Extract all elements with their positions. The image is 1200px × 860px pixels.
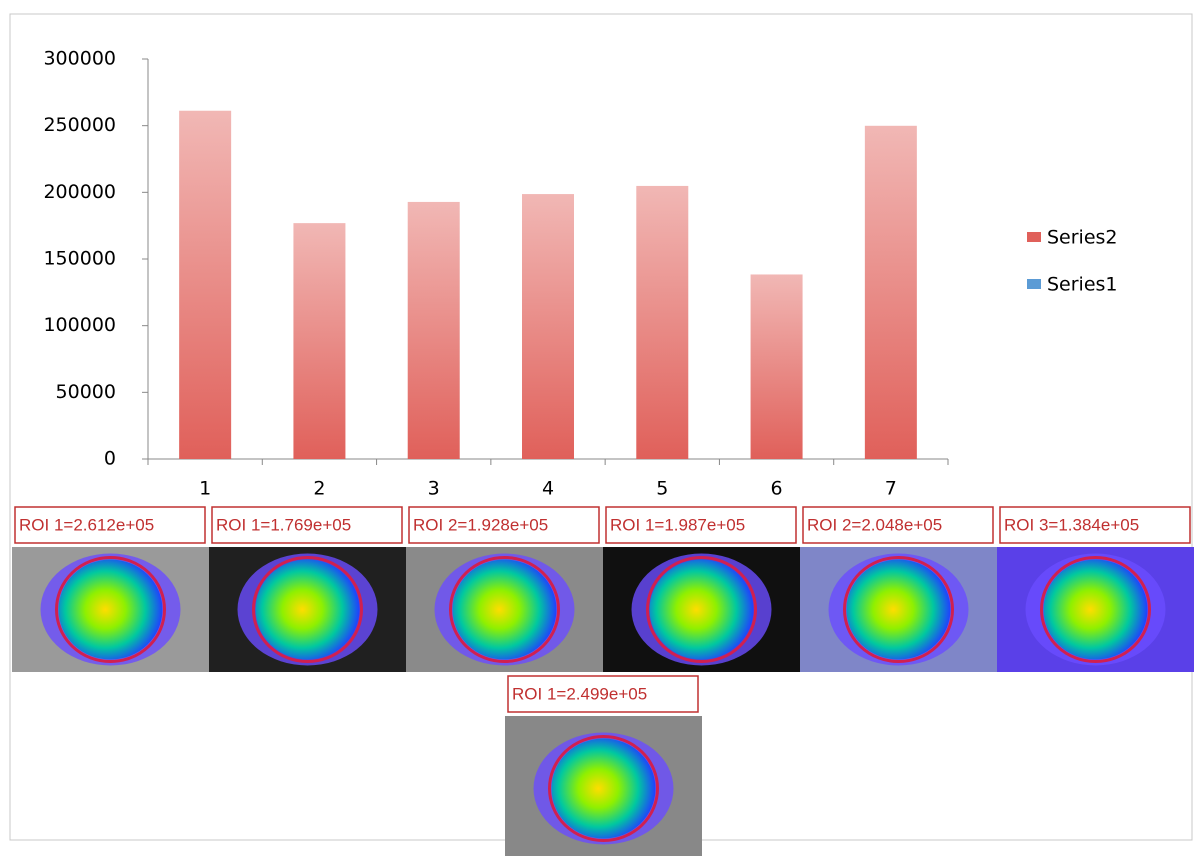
x-tick-label: 5 — [656, 478, 668, 500]
roi-ring — [843, 556, 954, 663]
x-tick-label: 3 — [428, 478, 440, 500]
y-tick-label: 50000 — [56, 381, 116, 403]
roi-ring — [252, 556, 363, 663]
heat-spot — [1043, 559, 1148, 660]
x-tick-label: 1 — [199, 478, 211, 500]
roi-label-box — [211, 506, 403, 544]
roi-label-box — [802, 506, 994, 544]
y-tick-label: 100000 — [43, 314, 116, 336]
heat-spot — [551, 738, 656, 839]
roi-label-box — [14, 506, 206, 544]
roi-ring — [1040, 556, 1151, 663]
image-strip: ROI 1=2.612e+05 ROI 1=1.769e+05 ROI 2=1.92… — [12, 506, 1194, 856]
heat-spot — [452, 559, 557, 660]
roi-label: ROI 2=2.048e+05 — [807, 515, 942, 534]
roi-label: ROI 2=1.928e+05 — [413, 515, 548, 534]
heat-spot — [649, 559, 754, 660]
y-tick-label: 150000 — [43, 248, 116, 270]
roi-label-box — [999, 506, 1191, 544]
bar — [407, 201, 460, 459]
bar — [179, 110, 232, 459]
x-tick-label: 4 — [542, 478, 554, 500]
heat-spot — [255, 559, 360, 660]
roi-label: ROI 1=1.769e+05 — [216, 515, 351, 534]
roi-label: ROI 1=2.499e+05 — [512, 684, 647, 703]
bar — [522, 194, 574, 460]
x-tick-label: 2 — [313, 478, 325, 500]
roi-ring — [646, 556, 757, 663]
legend-label: Series2 — [1047, 227, 1118, 249]
roi-label: ROI 1=1.987e+05 — [610, 515, 745, 534]
y-tick-label: 300000 — [43, 48, 116, 70]
roi-ring — [548, 735, 659, 842]
roi-label: ROI 1=2.612e+05 — [19, 515, 154, 534]
bar — [636, 185, 689, 459]
y-tick-label: 200000 — [43, 181, 116, 203]
bar — [293, 223, 346, 459]
x-tick-label: 6 — [771, 478, 783, 500]
bar — [750, 274, 803, 459]
roi-ring — [55, 556, 166, 663]
roi-label-box — [408, 506, 600, 544]
roi-label-box — [507, 675, 699, 713]
roi-ring — [449, 556, 560, 663]
roi-label-box — [605, 506, 797, 544]
legend-swatch — [1027, 232, 1041, 242]
y-tick-label: 0 — [104, 448, 116, 470]
legend-swatch — [1027, 279, 1041, 289]
heat-spot — [846, 559, 951, 660]
heat-spot — [58, 559, 163, 660]
x-tick-label: 7 — [885, 478, 897, 500]
bar — [864, 125, 917, 460]
legend-label: Series1 — [1047, 274, 1118, 296]
roi-label: ROI 3=1.384e+05 — [1004, 515, 1139, 534]
y-tick-label: 250000 — [43, 114, 116, 136]
